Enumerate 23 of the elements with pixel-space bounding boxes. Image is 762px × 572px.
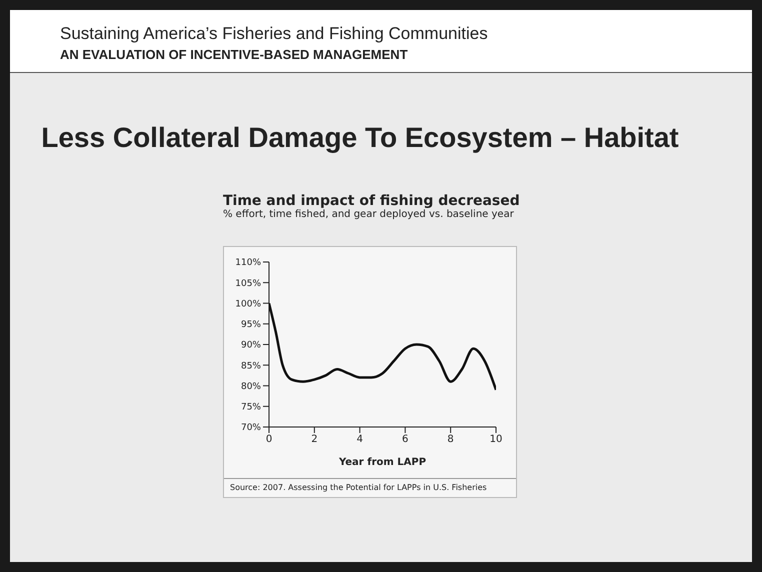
y-tick-label: 75% <box>240 402 262 413</box>
line-series <box>269 302 496 392</box>
y-tick-label: 95% <box>240 320 262 330</box>
x-tick-label: 2 <box>311 434 318 446</box>
text: Less Collateral Damage To Ecosystem – Habitat <box>40 121 680 155</box>
chart-subtitle: % effort, time fished, and gear deployed vs. baseline year <box>223 209 515 220</box>
x-tick-label: 6 <box>402 434 408 446</box>
x-tick-label: 8 <box>447 434 454 446</box>
x-tick-label: 10 <box>490 434 502 446</box>
y-tick-label: 100% <box>235 299 262 310</box>
y-tick-label: 70% <box>240 423 262 434</box>
y-tick-label: 110% <box>235 258 262 268</box>
x-tick-label: 4 <box>356 434 363 446</box>
y-tick-label: 80% <box>240 382 262 392</box>
chart-title: Time and impact of fishing decreased <box>223 193 521 209</box>
source-note: Source: 2007. Assessing the Potential for LAPPs in U.S. Fisheries <box>224 478 516 497</box>
y-tick-label: 85% <box>240 361 262 372</box>
text: Sustaining America’s Fisheries and Fishing Communities <box>60 24 488 44</box>
y-tick-label: 90% <box>240 340 262 351</box>
text: AN EVALUATION OF INCENTIVE-BASED MANAGEMENT <box>60 47 408 62</box>
x-tick-label: 0 <box>266 434 272 446</box>
y-tick-label: 105% <box>235 278 262 289</box>
x-axis-title: Year from LAPP <box>338 457 426 468</box>
